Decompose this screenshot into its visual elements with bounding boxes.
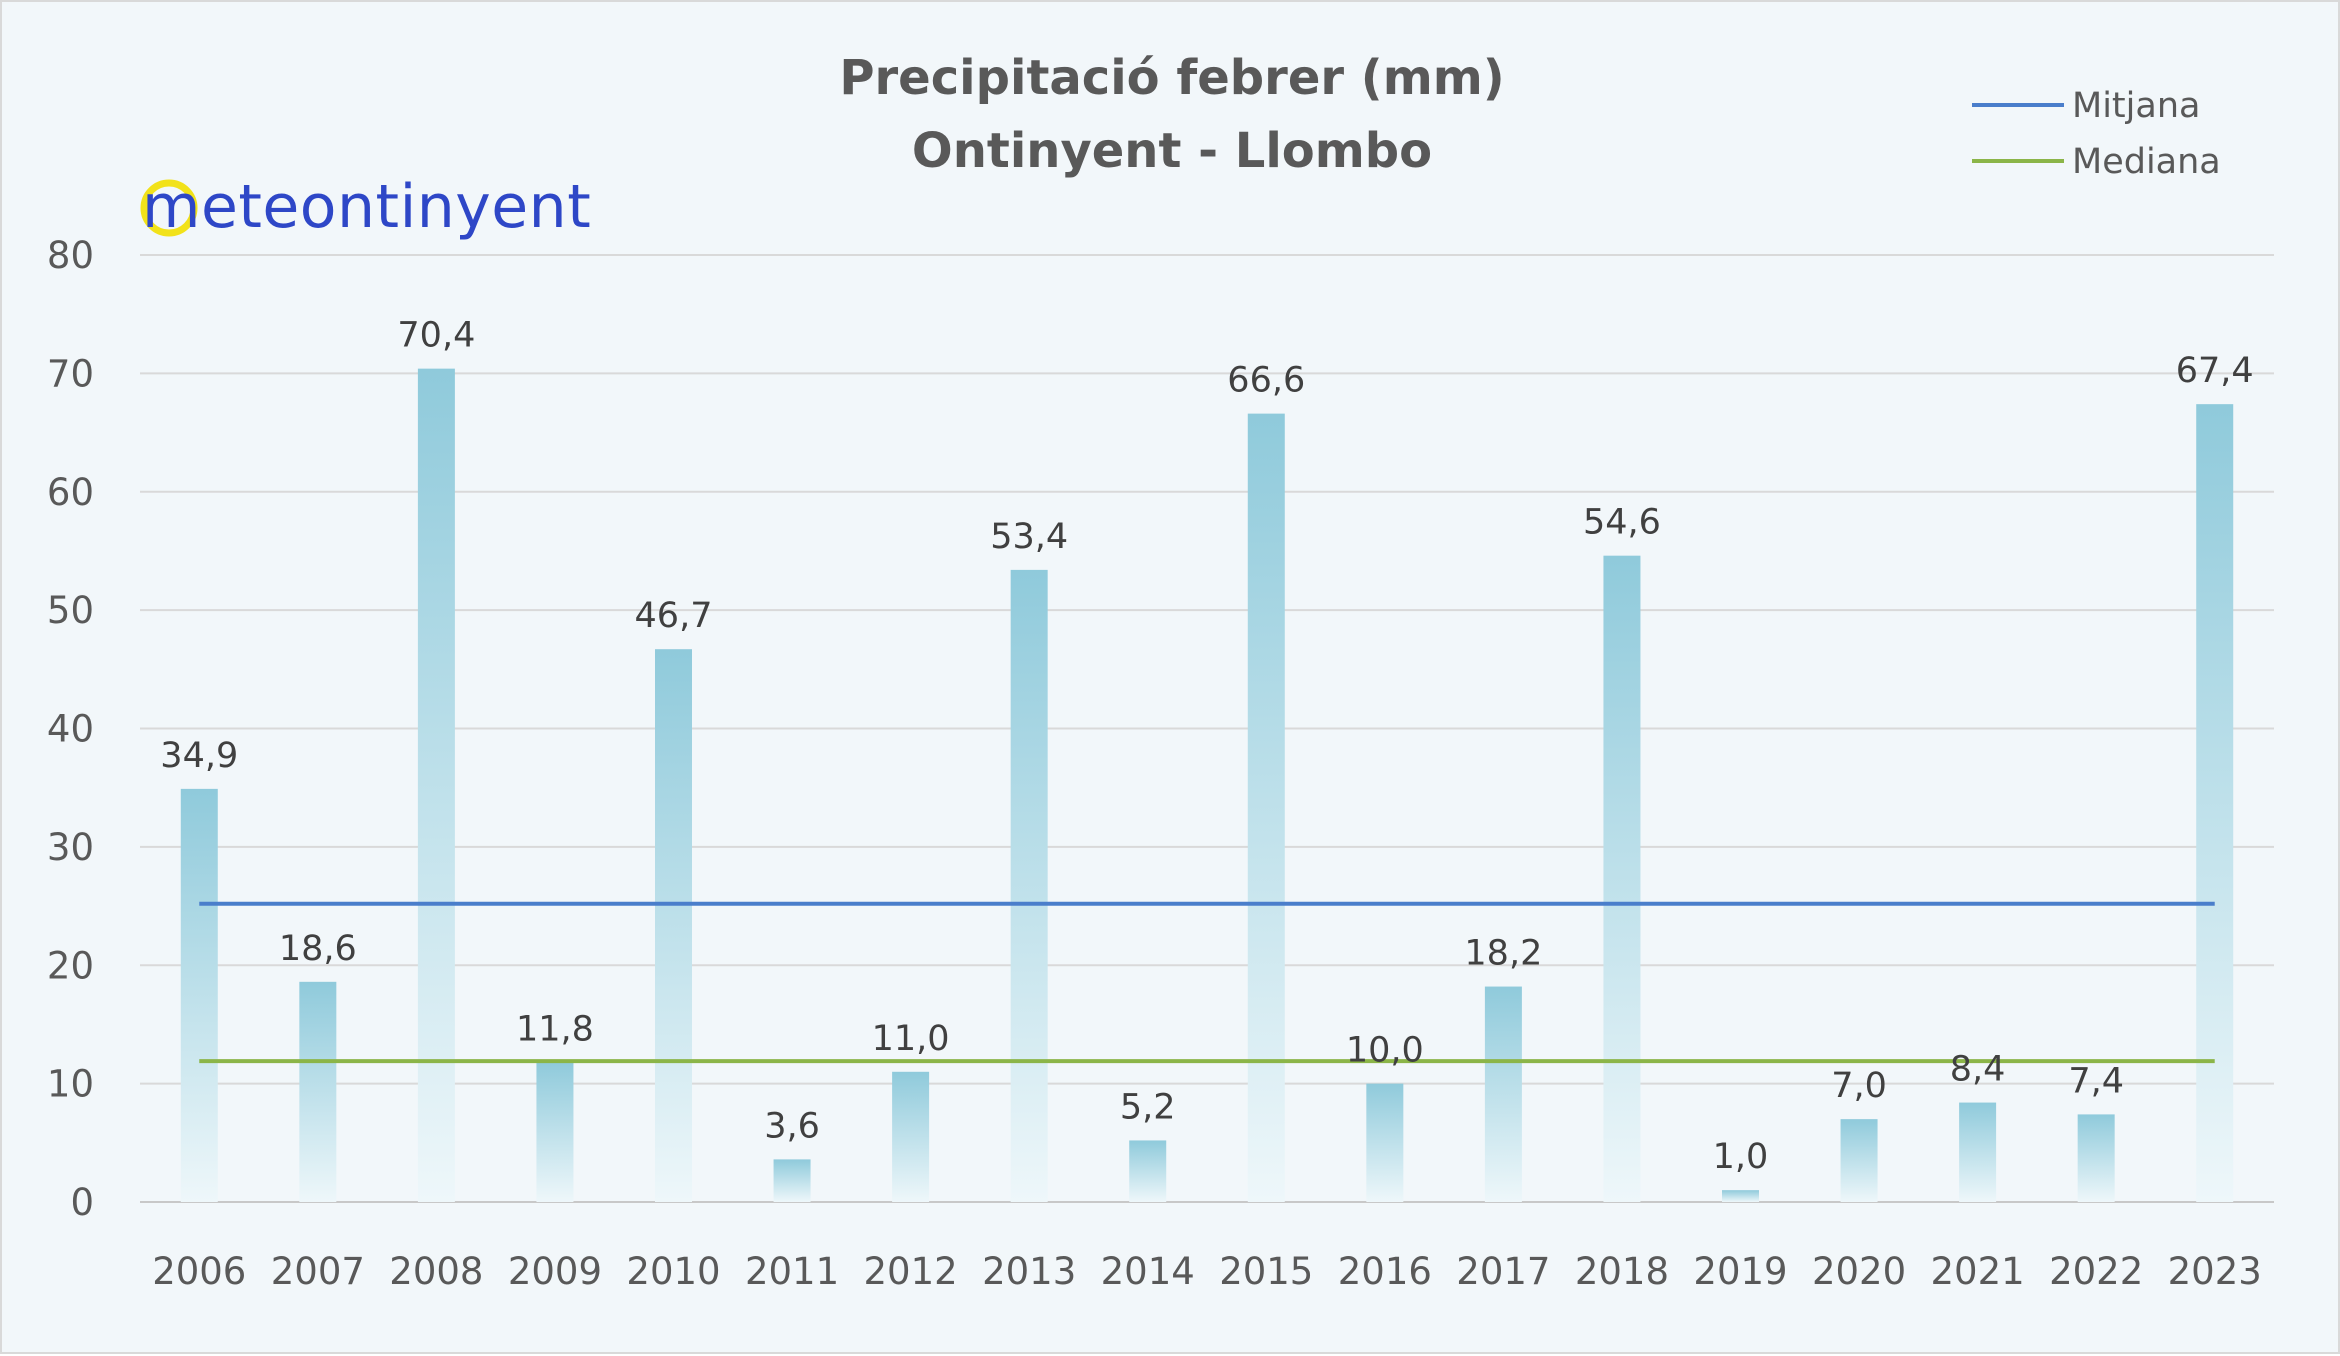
x-tick-label: 2007 [271,1250,365,1293]
x-tick-label: 2017 [1456,1250,1550,1293]
data-labels: 34,9 18,6 70,4 11,8 46,7 3,6 11,0 53,4 5,2 66,6 10… [160,316,2253,1178]
bar-2020 [1840,1119,1878,1202]
reference-lines [199,901,2215,1064]
x-tick-label: 2012 [864,1250,958,1293]
bar-2016 [1366,1083,1404,1202]
x-tick-label: 2023 [2168,1250,2262,1293]
x-tick-label: 2009 [508,1250,602,1293]
bars [180,368,2234,1203]
data-label-2016: 10,0 [1346,1031,1424,1071]
data-label-2019: 1,0 [1713,1137,1769,1177]
chart-title: Precipitació febrer (mm) [839,50,1504,106]
data-label-2021: 8,4 [1950,1050,2006,1090]
bar-2007 [299,981,337,1202]
x-tick-label: 2010 [626,1250,720,1293]
bar-2022 [2077,1114,2115,1202]
bar-2021 [1959,1102,1997,1202]
data-label-2006: 34,9 [160,736,238,776]
bar-2006 [180,788,218,1202]
data-label-2023: 67,4 [2176,351,2254,391]
y-tick-label: 0 [70,1181,94,1224]
y-tick-label: 80 [47,234,94,277]
bar-2010 [655,649,692,1202]
bar-2018 [1603,555,1641,1202]
bar-2013 [1010,569,1048,1202]
legend: Mitjana Mediana [1972,86,2221,182]
bar-2008 [417,368,455,1202]
bar-2015 [1247,413,1285,1202]
legend-label-mediana: Mediana [2072,142,2221,182]
x-axis: 2006 2007 2008 2009 2010 2011 2012 2013 2014 2015… [152,1250,2262,1293]
data-label-2011: 3,6 [764,1106,820,1146]
data-label-2012: 11,0 [872,1019,950,1059]
y-tick-label: 40 [47,708,94,751]
x-tick-label: 2006 [152,1250,246,1293]
bar-2012 [892,1071,930,1202]
x-tick-label: 2019 [1693,1250,1787,1293]
y-tick-label: 50 [47,589,94,632]
logo: meteontinyent [140,172,591,242]
y-tick-label: 10 [47,1063,94,1106]
x-tick-label: 2016 [1338,1250,1432,1293]
data-label-2018: 54,6 [1583,503,1661,543]
bar-2014 [1129,1140,1167,1202]
data-label-2008: 70,4 [397,316,475,356]
x-tick-label: 2015 [1219,1250,1313,1293]
legend-label-mitjana: Mitjana [2072,86,2200,126]
data-label-2007: 18,6 [279,929,357,969]
x-tick-label: 2020 [1812,1250,1906,1293]
x-tick-label: 2008 [389,1250,483,1293]
bar-2009 [536,1062,574,1202]
chart-subtitle: Ontinyent - Llombo [912,123,1432,179]
data-label-2013: 53,4 [990,517,1068,557]
gridlines [140,254,2274,1203]
x-tick-label: 2022 [2049,1250,2143,1293]
x-tick-label: 2013 [982,1250,1076,1293]
x-tick-label: 2018 [1575,1250,1669,1293]
data-label-2015: 66,6 [1227,361,1305,401]
data-label-2009: 11,8 [516,1009,594,1049]
bar-2017 [1484,986,1522,1202]
data-label-2020: 7,0 [1831,1066,1887,1106]
logo-ring-icon [140,179,198,237]
data-label-2014: 5,2 [1120,1087,1176,1127]
y-tick-label: 70 [47,352,94,395]
bar-2011 [773,1159,811,1202]
x-tick-label: 2014 [1101,1250,1195,1293]
data-label-2022: 7,4 [2068,1061,2124,1101]
bar-2019 [1722,1190,1759,1202]
data-label-2017: 18,2 [1464,934,1542,974]
x-tick-label: 2021 [1931,1250,2025,1293]
bar-2023 [2196,404,2234,1203]
y-tick-label: 30 [47,826,94,869]
x-tick-label: 2011 [745,1250,839,1293]
y-tick-label: 20 [47,944,94,987]
y-axis: 0 10 20 30 40 50 60 70 80 [47,234,94,1224]
data-label-2010: 46,7 [635,596,713,636]
logo-text: meteontinyent [142,172,591,242]
y-tick-label: 60 [47,471,94,514]
